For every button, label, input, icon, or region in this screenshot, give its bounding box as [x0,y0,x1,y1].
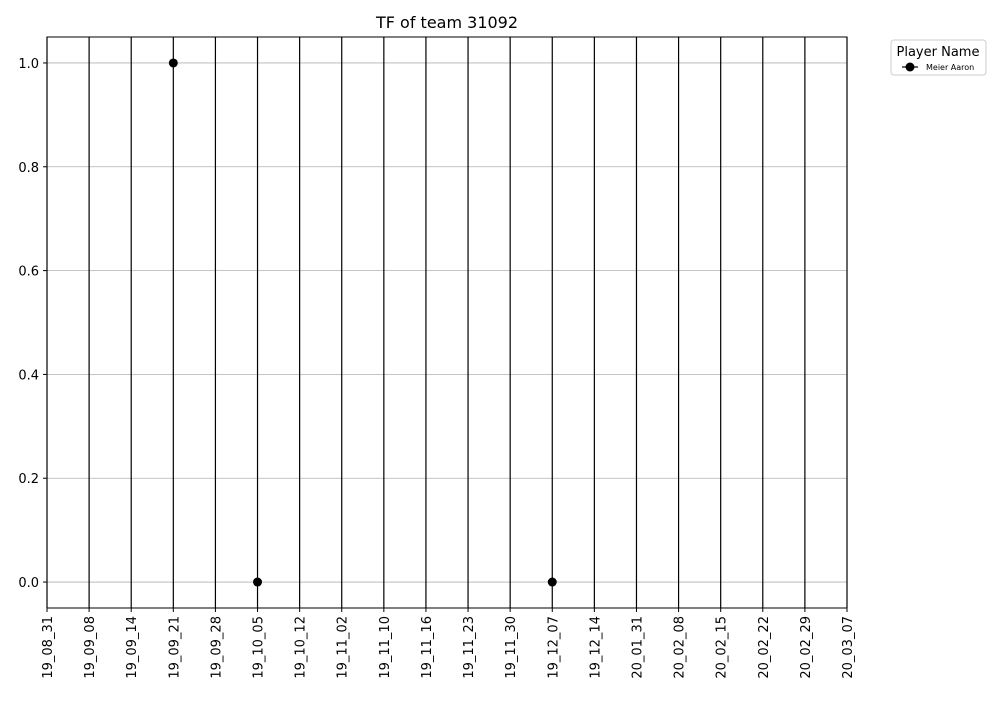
data-point [547,577,557,587]
x-tick-label: 19_11_10 [378,616,393,679]
x-tick-label: 19_08_31 [41,616,56,679]
x-tick-label: 20_03_07 [841,616,856,679]
x-tick-label: 20_02_08 [673,616,688,679]
legend: Player Name Meier Aaron [890,39,987,76]
x-tick-label: 19_11_23 [462,616,477,679]
x-tick-label: 19_11_02 [336,616,351,679]
x-tick-label: 19_09_14 [125,616,140,679]
legend-title: Player Name [897,45,980,60]
plot-frame [46,36,848,609]
x-tick-label: 20_01_31 [630,616,645,679]
x-tick-label: 20_02_22 [757,616,772,679]
y-tick-label: 0.4 [18,368,39,383]
x-tick-label: 20_02_15 [715,616,730,679]
x-tick-label: 19_11_16 [420,616,435,679]
chart-title: TF of team 31092 [375,13,518,32]
legend-marker-swatch [905,62,915,72]
y-tick-label: 0.0 [18,576,39,591]
y-tick-label: 1.0 [18,57,39,72]
data-point [168,58,178,68]
legend-box [890,39,987,76]
plot-area: 0.0 0.2 0.4 0.6 0.8 1.0 19_08_31 19_09_08 19_09_… [18,36,856,679]
x-tick-label: 19_11_30 [504,616,519,679]
y-tick-label: 0.2 [18,472,39,487]
x-tick-label: 19_10_05 [252,616,267,679]
x-tick-label: 19_12_14 [588,616,603,679]
x-tick-label: 19_12_07 [546,616,561,679]
data-point [253,577,263,587]
x-tick-label: 19_09_28 [209,616,224,679]
x-tick-label: 19_10_12 [294,616,309,679]
y-tick-label: 0.8 [18,161,39,176]
x-tick-label: 19_09_21 [167,616,182,679]
y-tick-label: 0.6 [18,265,39,280]
x-tick-label: 20_02_29 [799,616,814,679]
legend-entry-label: Meier Aaron [926,63,974,72]
x-tick-label: 19_09_08 [83,616,98,679]
